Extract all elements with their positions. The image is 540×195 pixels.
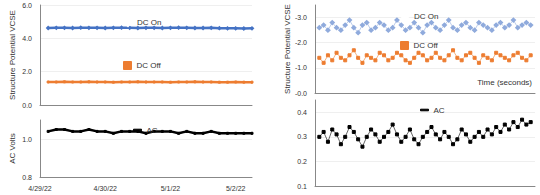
svg-text:4.0: 4.0 xyxy=(22,35,32,42)
svg-text:-0.0: -0.0 xyxy=(295,90,307,97)
svg-text:0.4: 0.4 xyxy=(297,109,307,116)
svg-text:2.0: 2.0 xyxy=(22,68,32,75)
svg-text:1.0: 1.0 xyxy=(22,136,32,143)
svg-text:0.8: 0.8 xyxy=(22,174,32,181)
svg-text:AC: AC xyxy=(434,106,445,115)
svg-text:0.2: 0.2 xyxy=(297,158,307,165)
svg-text:-3.0: -3.0 xyxy=(295,14,307,21)
svg-text:DC On: DC On xyxy=(414,12,438,21)
svg-text:0.3: 0.3 xyxy=(297,133,307,140)
svg-text:Structure Potential VCSE: Structure Potential VCSE xyxy=(8,10,17,100)
svg-text:6.0: 6.0 xyxy=(22,2,32,9)
svg-text:DC Off: DC Off xyxy=(137,61,162,70)
svg-text:0.0: 0.0 xyxy=(22,102,32,109)
svg-text:5/1/22: 5/1/22 xyxy=(161,185,181,192)
svg-text:DC Off: DC Off xyxy=(414,41,439,50)
svg-text:AC Volts: AC Volts xyxy=(8,133,17,164)
svg-text:DC On: DC On xyxy=(137,18,161,27)
svg-text:Structure Potential VCSE: Structure Potential VCSE xyxy=(283,4,292,94)
svg-text:-2.0: -2.0 xyxy=(295,39,307,46)
svg-text:5/2/22: 5/2/22 xyxy=(226,185,246,192)
svg-text:-1.0: -1.0 xyxy=(295,64,307,71)
svg-text:AC: AC xyxy=(147,126,158,135)
svg-text:Time (seconds): Time (seconds) xyxy=(477,78,532,87)
svg-text:4/29/22: 4/29/22 xyxy=(28,185,51,192)
svg-text:4/30/22: 4/30/22 xyxy=(94,185,117,192)
svg-text:0.1: 0.1 xyxy=(297,183,307,190)
